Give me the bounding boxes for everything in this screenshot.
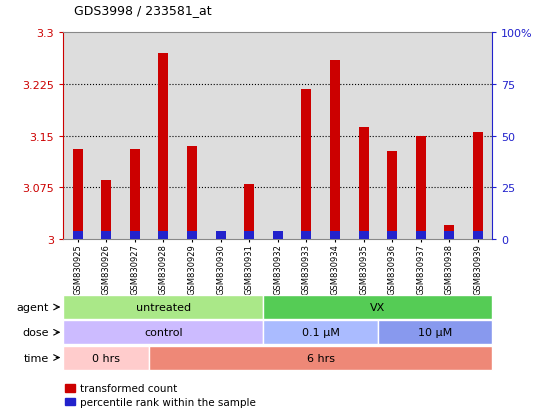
Text: 0.1 μM: 0.1 μM <box>302 328 339 337</box>
Bar <box>187 147 197 240</box>
Bar <box>263 295 492 319</box>
Text: percentile rank within the sample: percentile rank within the sample <box>80 396 256 407</box>
Bar <box>473 231 483 240</box>
Bar <box>387 152 397 240</box>
Bar <box>263 320 378 344</box>
Bar <box>63 346 149 370</box>
Bar <box>63 295 263 319</box>
Bar <box>216 233 225 240</box>
Text: agent: agent <box>16 302 49 312</box>
Bar <box>330 231 340 240</box>
Bar <box>158 231 168 240</box>
Bar <box>416 136 426 240</box>
Text: dose: dose <box>23 328 49 337</box>
Bar <box>330 61 340 240</box>
Bar <box>387 231 397 240</box>
Bar <box>273 231 283 240</box>
Text: 0 hrs: 0 hrs <box>92 353 120 363</box>
Bar <box>63 320 263 344</box>
Bar <box>187 231 197 240</box>
Bar <box>359 231 369 240</box>
Bar <box>473 133 483 240</box>
Bar <box>101 231 111 240</box>
Bar <box>149 346 492 370</box>
Bar <box>130 231 140 240</box>
Bar <box>244 185 254 240</box>
Bar <box>273 236 283 240</box>
Text: VX: VX <box>370 302 386 312</box>
Bar <box>416 231 426 240</box>
Bar <box>73 150 82 240</box>
Text: 10 μM: 10 μM <box>418 328 452 337</box>
Bar <box>158 54 168 240</box>
Bar <box>378 320 492 344</box>
Bar <box>65 398 75 406</box>
Bar <box>444 231 454 240</box>
Bar <box>73 231 82 240</box>
Bar <box>101 181 111 240</box>
Text: transformed count: transformed count <box>80 383 178 393</box>
Bar <box>130 150 140 240</box>
Bar <box>301 231 311 240</box>
Bar <box>301 90 311 240</box>
Bar <box>216 231 225 240</box>
Text: untreated: untreated <box>136 302 191 312</box>
Text: GDS3998 / 233581_at: GDS3998 / 233581_at <box>74 4 212 17</box>
Bar <box>244 231 254 240</box>
Bar <box>359 128 369 240</box>
Bar <box>65 385 75 392</box>
Text: time: time <box>24 353 49 363</box>
Bar <box>444 226 454 240</box>
Text: 6 hrs: 6 hrs <box>307 353 334 363</box>
Text: control: control <box>144 328 183 337</box>
